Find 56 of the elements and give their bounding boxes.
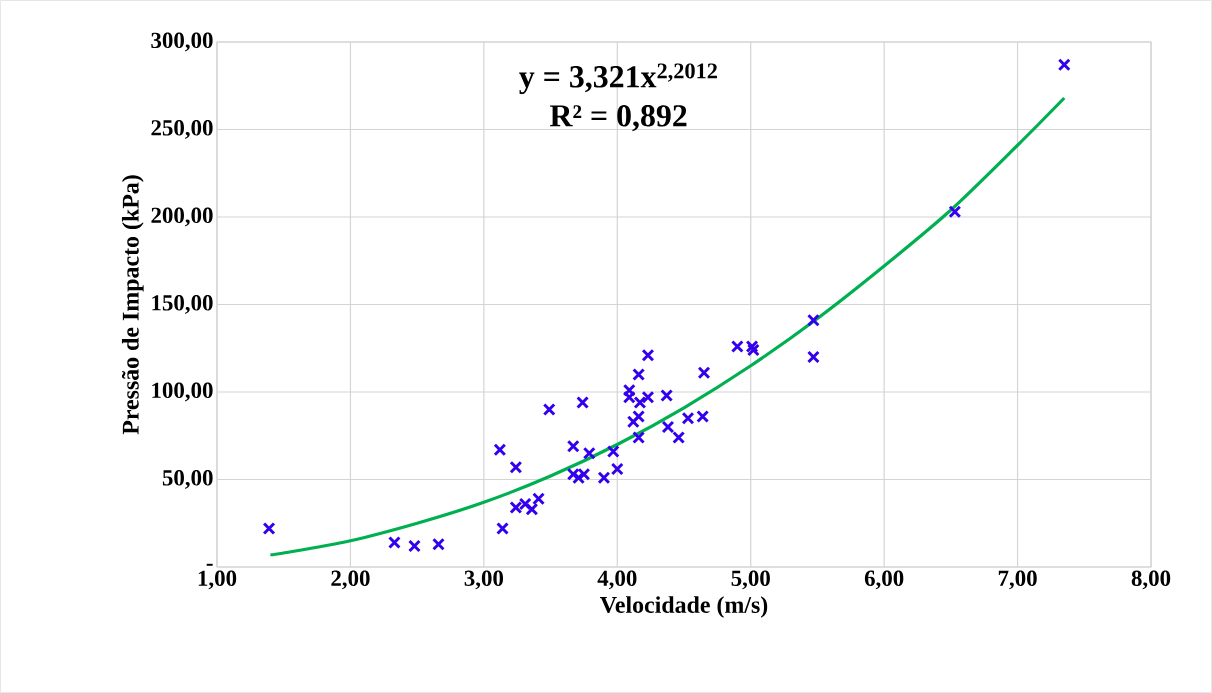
point xyxy=(582,446,596,460)
point xyxy=(632,431,646,444)
point xyxy=(597,471,611,485)
point xyxy=(496,522,509,535)
point xyxy=(532,492,546,506)
point xyxy=(806,313,820,327)
point xyxy=(661,420,675,434)
annotation: y = 3,321x$^{2,2012}$ xyxy=(519,63,717,95)
x-tick-label: 7,00 xyxy=(998,570,1037,590)
point xyxy=(1057,58,1071,72)
point xyxy=(606,445,620,458)
point xyxy=(660,389,674,402)
point xyxy=(525,502,539,516)
point xyxy=(633,396,647,409)
point xyxy=(622,390,636,404)
point xyxy=(672,431,686,444)
y-axis-title: Pressão de Impacto (kPa) xyxy=(121,175,144,435)
point xyxy=(681,411,695,425)
point xyxy=(697,366,711,380)
x-tick-label: 3,00 xyxy=(464,570,504,590)
y-tick-label: 200,00 xyxy=(151,207,213,227)
point xyxy=(948,205,962,219)
point xyxy=(632,368,646,381)
point xyxy=(626,415,640,429)
point xyxy=(641,390,655,404)
point xyxy=(632,410,646,423)
point xyxy=(806,350,820,364)
y-tick-label: 300,00 xyxy=(151,32,213,52)
x-tick-label: 8,00 xyxy=(1131,570,1171,590)
point xyxy=(262,522,276,535)
point xyxy=(641,348,655,362)
point xyxy=(542,403,556,416)
point xyxy=(408,539,421,553)
x-tick-label: 5,00 xyxy=(731,570,770,590)
point xyxy=(432,537,445,551)
x-axis-title: Velocidade (m/s) xyxy=(600,596,768,618)
point xyxy=(622,383,636,397)
point xyxy=(509,460,523,474)
y-tick-label: 50,00 xyxy=(162,470,213,489)
y-tick-label: 250,00 xyxy=(151,120,213,139)
point xyxy=(388,536,401,549)
point xyxy=(696,410,710,423)
y-tick-label: 100,00 xyxy=(152,382,213,402)
line-series xyxy=(268,96,1066,557)
point xyxy=(610,462,624,476)
y-tick-label: 150,00 xyxy=(152,295,213,314)
y-tick-label: - xyxy=(206,563,213,566)
point xyxy=(576,396,590,409)
x-tick-label: 6,00 xyxy=(864,570,904,590)
point xyxy=(572,471,586,485)
x-tick-label: 4,00 xyxy=(597,570,637,590)
point xyxy=(566,439,580,453)
x-tick-label: 2,00 xyxy=(331,570,370,590)
x-tick-label: 1,00 xyxy=(198,570,237,590)
annotation: R² = 0,892 xyxy=(549,105,687,132)
point xyxy=(493,443,507,457)
